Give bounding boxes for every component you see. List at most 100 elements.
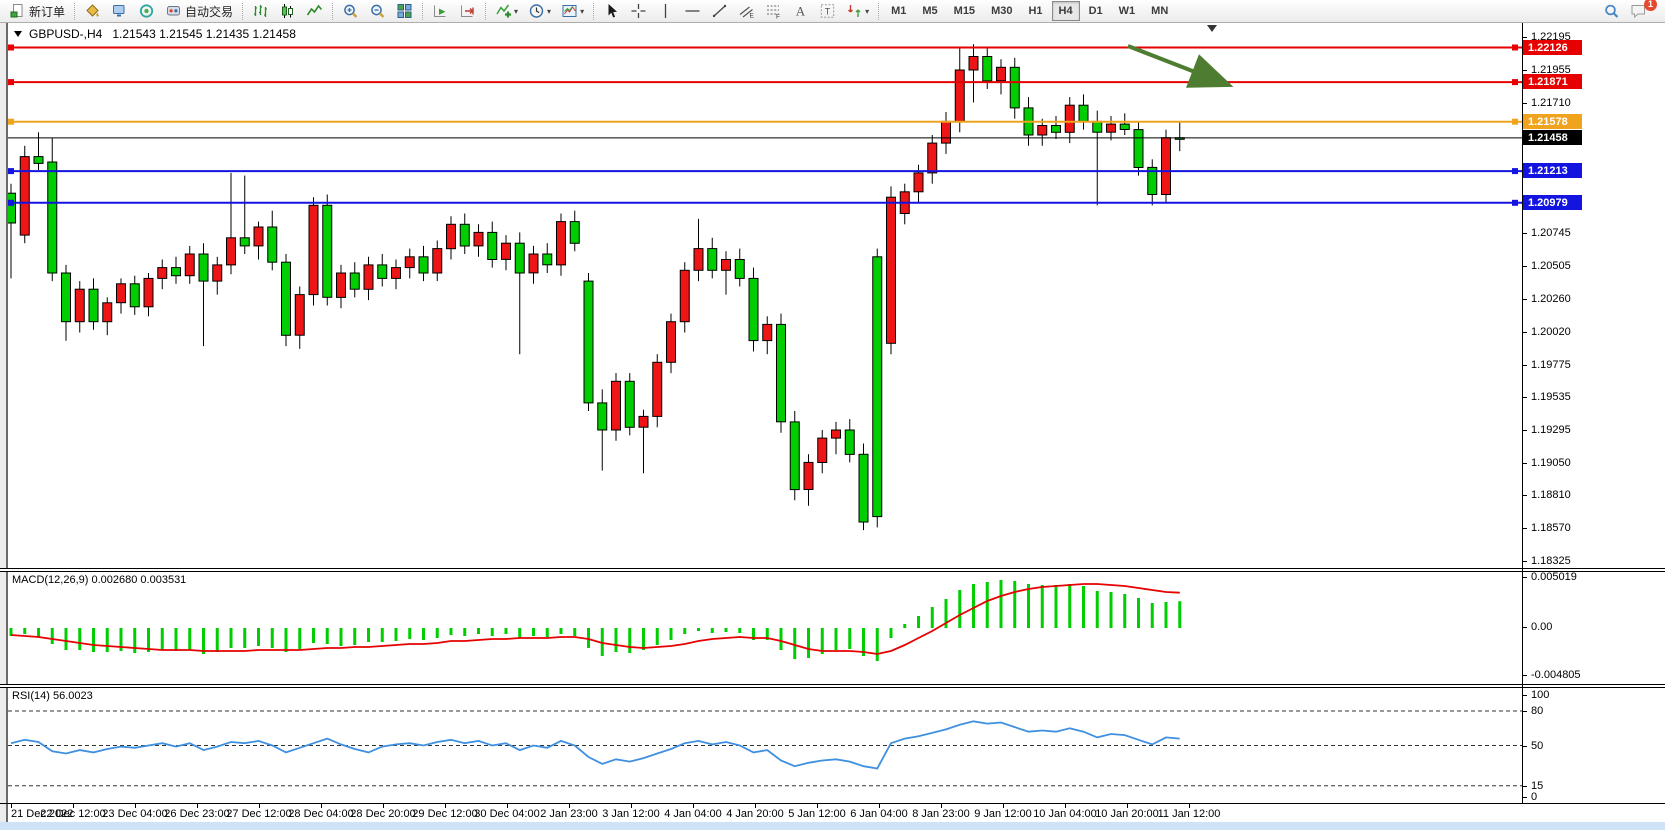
timeframe-m1-button[interactable]: M1: [891, 5, 907, 17]
axis-tick-mark: [1523, 332, 1527, 333]
time-tick-label: 23 Dec 04:00: [102, 808, 168, 820]
chart-menu-arrow-icon[interactable]: [14, 31, 22, 37]
timeframe-d1-button[interactable]: D1: [1088, 5, 1103, 17]
candlestick-mode-button[interactable]: [275, 0, 300, 22]
time-tick-mark: [941, 804, 942, 808]
timeframe-m30-button[interactable]: M30: [991, 5, 1013, 17]
autotrading-button[interactable]: 自动交易: [161, 0, 237, 22]
macd-histogram: [9, 580, 1182, 661]
templates-button[interactable]: ▾: [557, 0, 588, 22]
zoom-in-button[interactable]: [338, 0, 363, 22]
axis-tick-mark: [1523, 528, 1527, 529]
crosshair-icon: [630, 3, 647, 19]
price-tick-label: 1.21955: [1531, 64, 1571, 76]
axis-tick-mark: [1523, 695, 1527, 696]
price-level-line-1.22126[interactable]: [8, 44, 1522, 51]
axis-tick-mark: [1523, 627, 1527, 628]
pane-separator[interactable]: [0, 568, 1665, 572]
price-level-line-1.21578[interactable]: [8, 118, 1522, 125]
timeframe-m15-button[interactable]: M15: [953, 5, 976, 17]
time-axis[interactable]: 21 Dec 2022 22 Dec 12:00 23 Dec 04:00 26 De…: [0, 804, 1665, 822]
new-order-button[interactable]: 新订单: [5, 0, 69, 22]
signal-icon: [138, 3, 155, 19]
time-tick-label: 4 Jan 04:00: [664, 808, 722, 820]
trendline-tool-button[interactable]: [707, 0, 732, 22]
auto-scroll-button[interactable]: [428, 0, 453, 22]
timeframe-mn-button[interactable]: MN: [1151, 5, 1169, 17]
time-tick-mark: [631, 804, 632, 808]
price-tick-label: 100: [1531, 689, 1550, 701]
svg-text:E: E: [750, 13, 755, 20]
axis-tick-mark: [1523, 365, 1527, 366]
price-tick-label: 50: [1531, 740, 1544, 752]
textT-icon: T: [819, 3, 836, 19]
periods-button[interactable]: ▾: [524, 0, 555, 22]
text-tool-button[interactable]: A: [788, 0, 813, 22]
main-chart-canvas[interactable]: [8, 24, 1522, 568]
price-tick-label: 1.18325: [1531, 555, 1571, 567]
styler-button[interactable]: [80, 0, 105, 22]
chart-shift-button[interactable]: [455, 0, 480, 22]
time-axis-line: [0, 803, 1665, 804]
price-badge-1.22126: 1.22126: [1523, 40, 1582, 55]
macd-chart-canvas[interactable]: [8, 572, 1522, 684]
chart-shift-marker[interactable]: [1207, 25, 1217, 32]
price-level-line-1.20979[interactable]: [8, 199, 1522, 206]
axis-tick-mark: [1523, 299, 1527, 300]
textA-icon: A: [792, 3, 809, 19]
price-level-line-1.21871[interactable]: [8, 79, 1522, 86]
crosshair-tool-button[interactable]: [626, 0, 651, 22]
fibonacci-tool-button[interactable]: F: [761, 0, 786, 22]
search-button[interactable]: [1599, 0, 1624, 22]
price-tick-label: 1.20745: [1531, 227, 1571, 239]
chart-title: GBPUSD-,H4: [29, 27, 103, 41]
time-tick-mark: [259, 804, 260, 808]
time-tick-mark: [755, 804, 756, 808]
timeframe-h1-button[interactable]: H1: [1028, 5, 1043, 17]
bar-chart-mode-button[interactable]: [248, 0, 273, 22]
signals-button[interactable]: [134, 0, 159, 22]
axis-tick-mark: [1523, 233, 1527, 234]
axis-tick-mark: [1523, 397, 1527, 398]
price-badge-1.21578: 1.21578: [1523, 114, 1582, 129]
tile-windows-button[interactable]: [392, 0, 417, 22]
workspace-button[interactable]: [107, 0, 132, 22]
timeframe-m5-button[interactable]: M5: [922, 5, 938, 17]
timeframe-w1-button[interactable]: W1: [1118, 5, 1136, 17]
chat-button[interactable]: 1: [1626, 0, 1657, 22]
price-badge-1.21871: 1.21871: [1523, 74, 1582, 89]
arrows-tool-button[interactable]: ▾: [842, 0, 873, 22]
trend-arrow-annotation[interactable]: [1127, 44, 1234, 88]
linechart-icon: [306, 3, 323, 19]
horizontal-line-tool-button[interactable]: [680, 0, 705, 22]
macd-signal-line: [10, 583, 1180, 655]
pane-separator[interactable]: [0, 684, 1665, 688]
time-tick-label: 28 Dec 20:00: [350, 808, 416, 820]
price-badge-1.21458: 1.21458: [1523, 130, 1582, 145]
horizontal-scrollbar[interactable]: [0, 822, 1665, 830]
axis-tick-mark: [1523, 463, 1527, 464]
vertical-line-tool-button[interactable]: [653, 0, 678, 22]
price-tick-label: 1.21710: [1531, 97, 1571, 109]
candle-icon: [279, 3, 296, 19]
time-tick-label: 29 Dec 12:00: [412, 808, 478, 820]
label-tool-button[interactable]: T: [815, 0, 840, 22]
zoom-out-button[interactable]: [365, 0, 390, 22]
new-order-button-label: 新订单: [29, 4, 66, 19]
dropdown-caret-icon: ▾: [580, 6, 585, 16]
price-tick-label: 80: [1531, 705, 1544, 717]
price-axis[interactable]: 1.22195 1.21955 1.21710 1.20745 1.20505 1.202…: [1523, 23, 1665, 822]
price-tick-label: 1.18810: [1531, 489, 1571, 501]
price-level-line-1.21213[interactable]: [8, 168, 1522, 175]
line-chart-mode-button[interactable]: [302, 0, 327, 22]
rsi-chart-canvas[interactable]: [8, 688, 1522, 803]
template-icon: [561, 3, 578, 19]
time-tick-label: 11 Jan 12:00: [1157, 808, 1221, 820]
toolbar-separator: [878, 2, 880, 20]
time-tick-mark: [569, 804, 570, 808]
channel-tool-button[interactable]: E: [734, 0, 759, 22]
timeframe-h4-button[interactable]: H4: [1051, 1, 1080, 21]
indicators-button[interactable]: ▾: [491, 0, 522, 22]
zoomout-icon: [369, 3, 386, 19]
cursor-tool-button[interactable]: [599, 0, 624, 22]
